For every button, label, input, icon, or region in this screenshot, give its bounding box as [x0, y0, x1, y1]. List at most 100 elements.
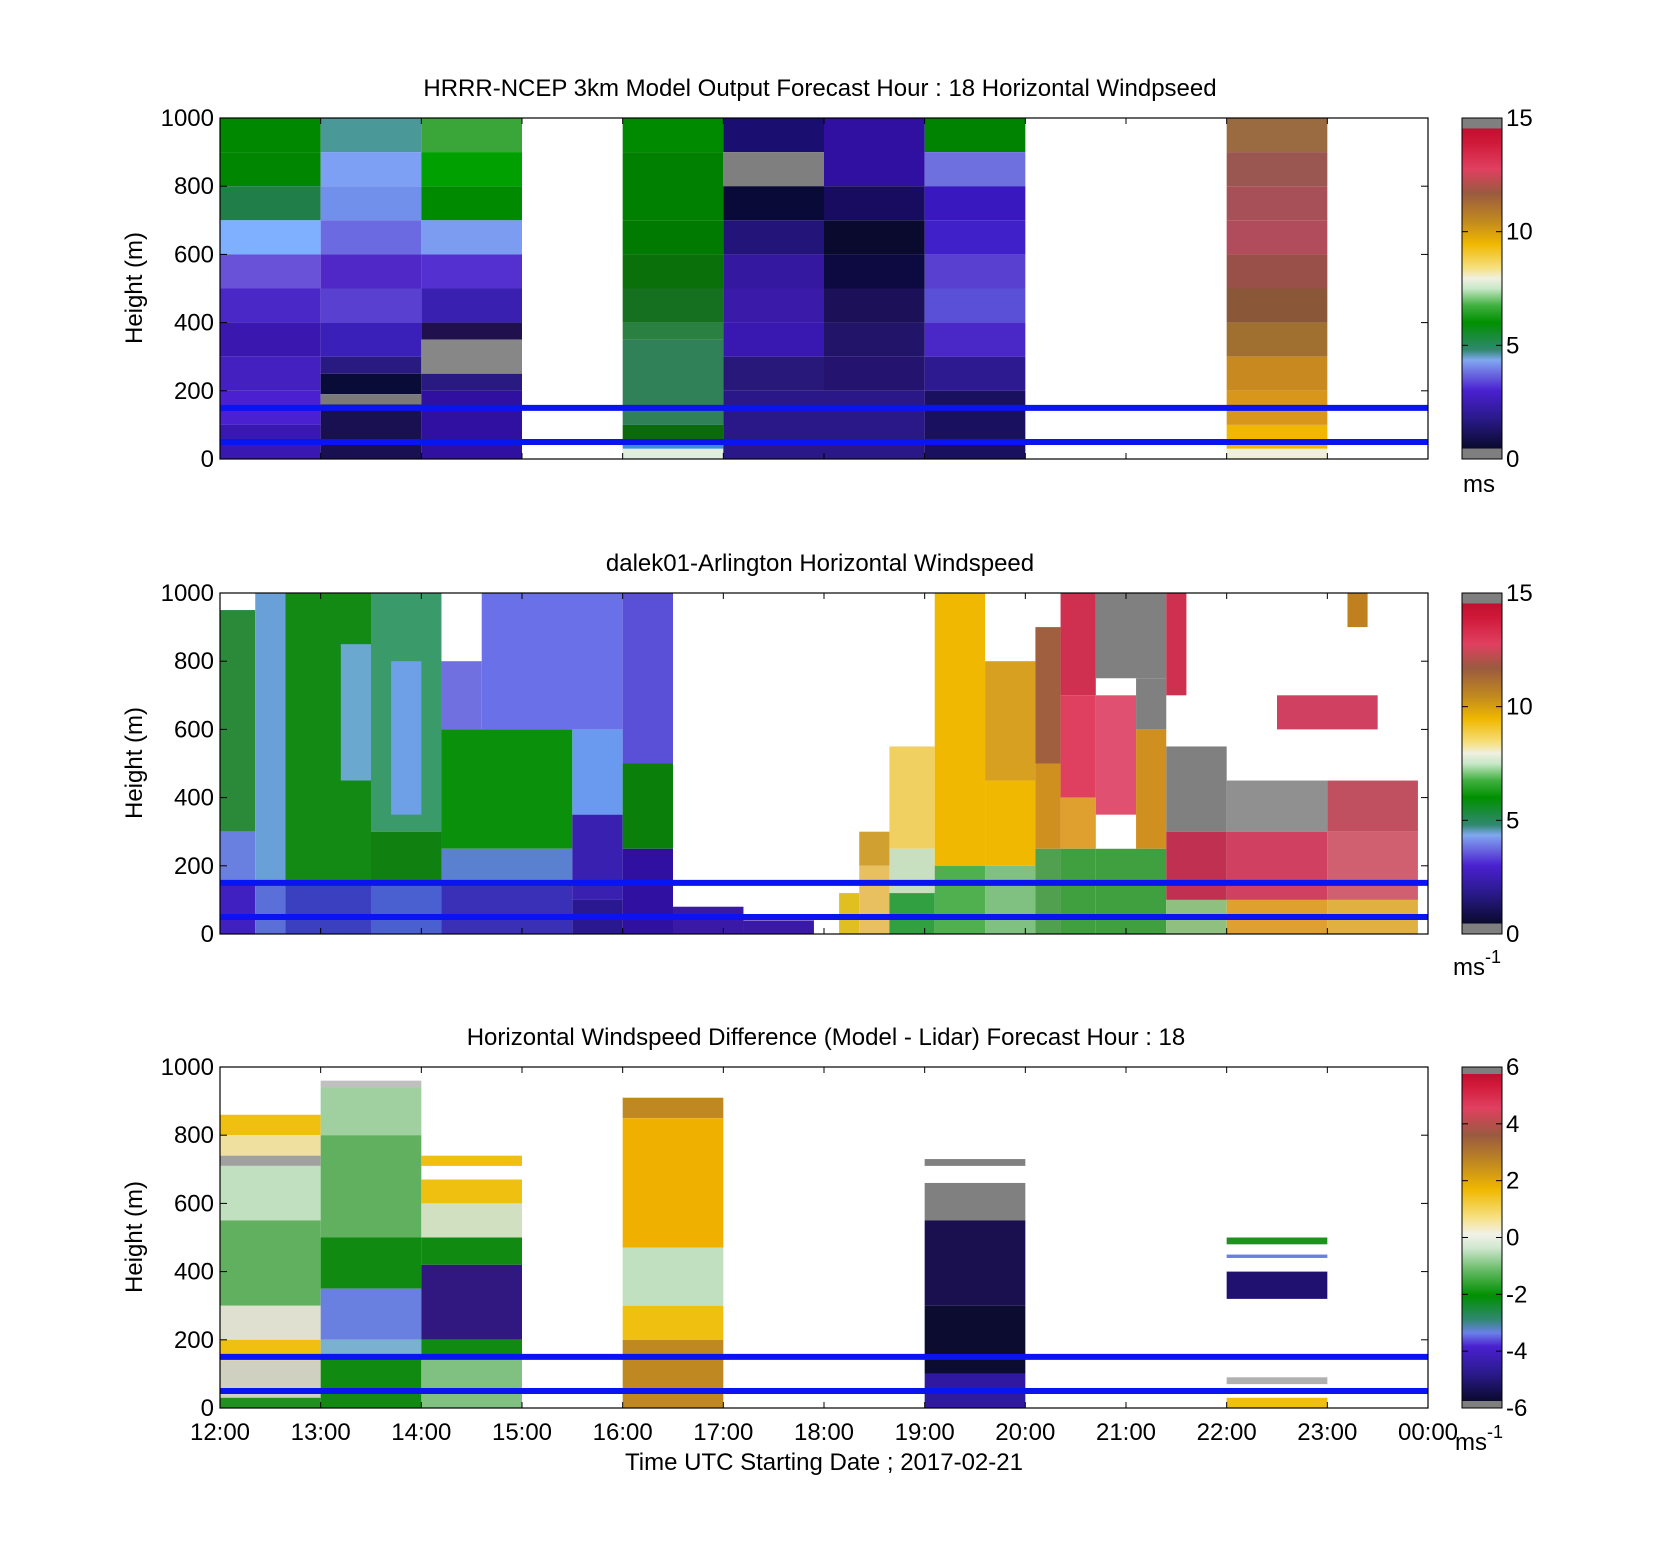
heatmap-cell — [1226, 1397, 1328, 1408]
heatmap-cell — [391, 661, 422, 815]
heatmap-cell — [1277, 695, 1378, 730]
heatmap-cell — [924, 118, 1026, 153]
heatmap-cell — [1060, 695, 1096, 798]
heatmap-cell — [220, 1220, 321, 1306]
y-tick-label: 1000 — [161, 580, 214, 607]
heatmap-cell — [1226, 152, 1328, 187]
heatmap-cell — [320, 394, 422, 405]
x-tick-label: 21:00 — [1096, 1419, 1156, 1446]
heatmap-cell — [1226, 220, 1328, 255]
heatmap-cell — [421, 390, 522, 459]
heatmap-cell — [320, 356, 422, 374]
heatmap-cell — [220, 186, 321, 221]
heatmap-cell — [622, 593, 673, 764]
y-tick-label: 800 — [174, 648, 214, 675]
heatmap-cell — [421, 254, 522, 289]
y-tick-label: 800 — [174, 1122, 214, 1149]
heatmap-cell — [1035, 763, 1061, 849]
heatmap-cell — [220, 1305, 321, 1340]
heatmap-cell — [441, 661, 482, 730]
x-tick-label: 12:00 — [190, 1419, 250, 1446]
y-tick-label: 600 — [174, 1190, 214, 1217]
heatmap-cell — [622, 1305, 724, 1340]
colorbar: 0 5 10 15 — [1461, 105, 1533, 473]
heatmap-cell — [320, 288, 422, 323]
heatmap-cell — [824, 322, 925, 357]
heatmap-cell — [934, 593, 986, 866]
heatmap-cell — [220, 288, 321, 323]
heatmap-cell — [924, 1305, 1026, 1374]
x-tick-label: 14:00 — [391, 1419, 451, 1446]
heatmap-cell — [220, 831, 256, 883]
colorbar: -6 -4 -2 0 2 4 6 — [1461, 1054, 1527, 1422]
colorbar-tick-label: 5 — [1506, 807, 1519, 834]
heatmap-cell — [421, 339, 522, 374]
heatmap-cell — [320, 186, 422, 221]
plot-area: 0 200 400 600 800 1000 — [161, 580, 1429, 948]
heatmap-cell — [1226, 186, 1328, 221]
y-tick-label: 200 — [174, 853, 214, 880]
heatmap-cell — [220, 118, 321, 153]
heatmap-cell — [441, 882, 573, 934]
heatmap-cell — [320, 1080, 422, 1088]
heatmap-cell — [859, 831, 890, 866]
heatmap-cell — [1226, 1254, 1328, 1258]
x-tick-label: 15:00 — [492, 1419, 552, 1446]
heatmap-cell — [723, 186, 824, 221]
heatmap-cell — [1035, 627, 1061, 764]
heatmap-cell — [220, 1165, 321, 1221]
heatmap-cell — [421, 1179, 522, 1204]
heatmap-cell — [421, 1339, 522, 1357]
plot-area: 0 200 400 600 800 1000 — [161, 105, 1429, 473]
heatmap-cell — [622, 339, 724, 425]
heatmap-cell — [320, 1237, 422, 1289]
plot-area: 0 200 400 600 800 1000 — [161, 1054, 1429, 1422]
chart-title: Horizontal Windspeed Difference (Model -… — [467, 1024, 1186, 1051]
heatmap-cell — [481, 593, 623, 730]
y-axis-label: Height (m) — [121, 1181, 148, 1293]
chart-title: dalek01-Arlington Horizontal Windspeed — [606, 550, 1034, 577]
heatmap-cell — [622, 118, 724, 153]
panel-difference: Horizontal Windspeed Difference (Model -… — [121, 1024, 1527, 1476]
heatmap-cell — [421, 152, 522, 187]
colorbar-tick-label: 2 — [1506, 1168, 1519, 1195]
heatmap-cell — [824, 118, 925, 187]
heatmap-cell — [889, 848, 935, 894]
heatmap-cell — [924, 1159, 1026, 1166]
colorbar-tick-label: 15 — [1506, 105, 1533, 132]
heatmap-cell — [622, 1118, 724, 1248]
heatmap-cell — [824, 390, 925, 459]
heatmap-cell — [1095, 593, 1167, 679]
heatmap-cell — [723, 288, 824, 323]
heatmap-cell — [1226, 322, 1328, 357]
heatmap-cell — [859, 865, 890, 934]
heatmap-cell — [340, 644, 371, 781]
heatmap-cell — [622, 763, 673, 849]
x-axis-label: Time UTC Starting Date ; 2017-02-21 — [625, 1449, 1023, 1476]
colorbar-tick-label: 15 — [1506, 580, 1533, 607]
heatmap-cell — [889, 893, 935, 934]
y-tick-label: 200 — [174, 378, 214, 405]
heatmap-cell — [320, 1087, 422, 1136]
heatmap-cell — [985, 661, 1036, 781]
heatmap-cell — [421, 1264, 522, 1340]
x-tick-labels: 12:00 13:00 14:00 15:00 16:00 17:00 18:00 19:00… — [190, 1419, 1458, 1446]
heatmap-cell — [839, 893, 860, 934]
colorbar-gradient — [1461, 117, 1503, 460]
heatmap-cell — [934, 865, 986, 934]
y-tick-label: 1000 — [161, 105, 214, 132]
heatmap-cell — [824, 356, 925, 391]
colorbar-unit-label: ms — [1463, 471, 1495, 498]
heatmap-cell — [924, 356, 1026, 391]
heatmap-cell — [320, 1135, 422, 1238]
heatmap-cell — [371, 831, 442, 883]
colorbar-gradient — [1461, 592, 1503, 935]
heatmap-cell — [441, 729, 573, 849]
heatmap-cell — [924, 288, 1026, 323]
heatmap-cell — [320, 254, 422, 289]
heatmap-cell — [1226, 1271, 1328, 1299]
colorbar-tick-label: 10 — [1506, 694, 1533, 721]
heatmap-cell — [220, 882, 256, 934]
heatmap-cell — [421, 1237, 522, 1265]
heatmap-cell — [1095, 695, 1137, 815]
